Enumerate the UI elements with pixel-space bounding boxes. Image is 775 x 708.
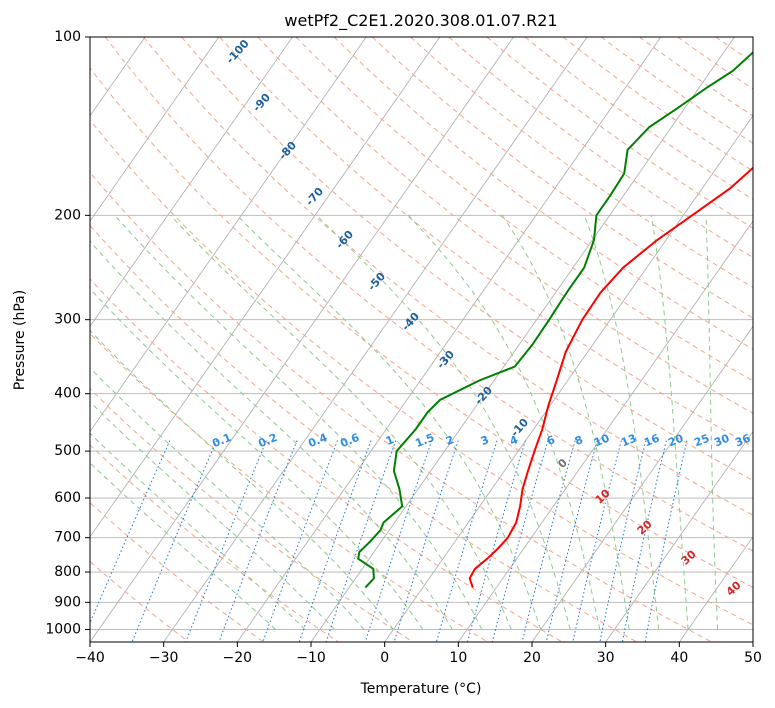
mixing-ratio-label: 30 <box>712 432 731 450</box>
isotherm-line <box>310 37 735 642</box>
y-tick-label: 700 <box>54 530 81 546</box>
mixing-ratio-line <box>393 440 459 642</box>
mixing-ratio-label: 3 <box>479 433 491 448</box>
moist-adiabat-line <box>90 401 335 630</box>
mixing-ratio-line <box>185 440 267 642</box>
isotherm-line <box>531 325 753 642</box>
dry-adiabat-line <box>562 37 753 172</box>
dry-adiabat-line <box>486 37 753 229</box>
mixing-ratio-label: 10 <box>592 432 611 450</box>
profile-lines <box>357 51 753 589</box>
mixing-ratio-line <box>435 440 498 642</box>
mixing-ratio-line <box>218 440 298 642</box>
mixing-ratio-line <box>131 440 217 642</box>
mixing-ratio-line <box>572 440 622 642</box>
background-lines <box>90 37 753 642</box>
dry-adiabat-line <box>600 37 753 144</box>
moist-adiabat-line <box>90 462 276 630</box>
isotherm-line <box>163 37 588 642</box>
isotherm-line <box>90 37 514 642</box>
mixing-ratio-line <box>599 440 647 642</box>
y-tick-label: 300 <box>54 312 81 328</box>
x-tick-label: −40 <box>75 650 105 666</box>
y-tick-label: 900 <box>54 594 81 610</box>
y-tick-label: 100 <box>54 29 81 45</box>
mixing-ratio-label: 20 <box>666 432 685 450</box>
y-tick-label: 400 <box>54 386 81 402</box>
moist-adiabat-line <box>90 288 424 630</box>
axes: −40 −30 −20 −10 0 10 20 30 40 50 100 200 300 400 500 60… <box>45 29 762 666</box>
dry-adiabat-line <box>90 171 712 642</box>
moist-adiabat-line <box>170 214 512 630</box>
y-tick-label: 200 <box>54 207 81 223</box>
moist-adiabat-line <box>90 240 453 630</box>
dry-adiabat-line <box>90 501 264 642</box>
dry-adiabat-line <box>90 119 753 626</box>
mixing-ratio-line <box>467 440 526 642</box>
x-tick-label: 0 <box>380 650 389 666</box>
dry-adiabat-line <box>90 67 753 588</box>
x-tick-label: −30 <box>149 650 179 666</box>
mixing-ratio-line <box>491 440 549 642</box>
y-tick-label: 500 <box>54 443 81 459</box>
dry-adiabat-line <box>90 332 488 642</box>
x-axis-label: Temperature (°C) <box>360 681 482 697</box>
moist-adiabat-line <box>705 215 719 630</box>
chart-title: wetPf2_C2E1.2020.308.01.07.R21 <box>284 11 557 31</box>
x-tick-label: 40 <box>670 650 688 666</box>
mixing-ratio-label: 25 <box>692 432 711 450</box>
dry-adiabat-line <box>90 387 414 642</box>
isotherm-line <box>90 37 220 222</box>
isotherm-line <box>605 430 753 642</box>
mixing-ratio-label: 2 <box>444 433 456 448</box>
isotherm-line <box>90 37 293 328</box>
x-tick-label: 30 <box>597 650 615 666</box>
isotherm-line <box>678 535 753 642</box>
moist-adiabat-line <box>236 214 542 630</box>
dry-adiabat-line <box>181 37 753 482</box>
x-tick-label: 20 <box>523 650 541 666</box>
x-tick-label: −20 <box>223 650 253 666</box>
isotherm-line <box>384 115 753 642</box>
y-tick-label: 600 <box>54 490 81 506</box>
mixing-ratio-label: 36 <box>733 432 752 450</box>
moist-adiabat-line <box>650 215 689 630</box>
isotherm-line <box>457 220 753 642</box>
dry-adiabat-line <box>410 37 753 289</box>
dry-adiabat-line <box>90 444 339 642</box>
x-tick-label: 50 <box>744 650 762 666</box>
plot-frame <box>89 36 754 643</box>
moist-adiabat-line <box>583 215 660 630</box>
isotherm-line <box>90 37 367 433</box>
mixing-ratio-label: 1 <box>384 433 396 448</box>
dry-adiabat-line <box>219 37 753 448</box>
dry-adiabat-line <box>104 37 753 552</box>
mixing-ratio-label: 16 <box>642 432 661 450</box>
moist-adiabat-line <box>407 214 601 630</box>
mixing-ratio-line <box>545 440 598 642</box>
y-tick-label: 1000 <box>45 621 81 637</box>
x-tick-label: −10 <box>296 650 326 666</box>
y-tick-label: 800 <box>54 564 81 580</box>
moist-adiabat-line <box>114 214 483 630</box>
dry-adiabat-line <box>257 37 753 414</box>
mixing-ratio-line <box>521 440 576 642</box>
moist-adiabat-line <box>316 214 571 630</box>
mixing-ratio-line <box>90 440 171 625</box>
temperature-profile-line <box>468 166 753 588</box>
mixing-ratio-line <box>364 440 433 642</box>
dry-adiabat-line <box>372 37 753 319</box>
dry-adiabat-line <box>333 37 753 350</box>
dry-adiabat-line <box>295 37 753 382</box>
moist-adiabat-line <box>90 329 394 630</box>
isotherm-line <box>90 37 441 538</box>
mixing-ratio-label: 13 <box>619 432 638 450</box>
dewpoint-profile-line <box>357 51 753 589</box>
isotherm-line <box>236 37 662 642</box>
x-tick-label: 10 <box>449 650 467 666</box>
y-axis-label: Pressure (hPa) <box>12 290 28 390</box>
mixing-ratio-label: 8 <box>573 433 585 448</box>
